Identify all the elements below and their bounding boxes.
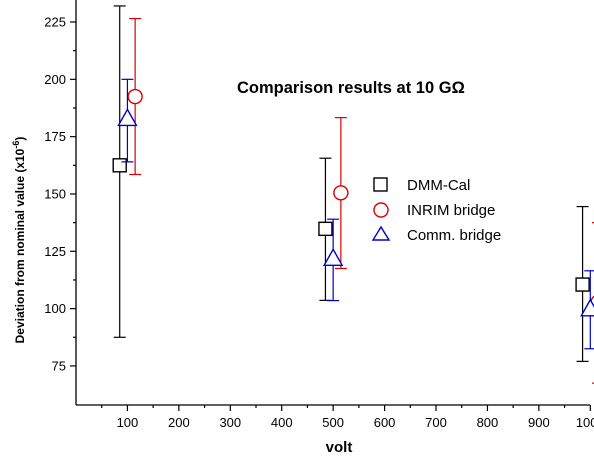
- x-ticks: 100 200 300 400 500 600 700 800 900 1000: [101, 405, 594, 430]
- legend-marker-triangle: [371, 225, 391, 241]
- y-axis-title-exponent: -6: [11, 141, 21, 149]
- data-point-triangle: [580, 298, 594, 317]
- y-ticks: 75 100 125 150 175 200 225: [44, 15, 76, 373]
- y-tick-label: 100: [44, 301, 66, 316]
- series-layer: [112, 5, 594, 384]
- series-comm-bridge: [117, 78, 594, 350]
- data-point-circle: [127, 88, 143, 105]
- series-dmm-cal: [112, 5, 590, 362]
- x-tick-label: 400: [271, 415, 293, 430]
- y-tick-label: 75: [52, 358, 66, 373]
- data-point-triangle: [117, 108, 138, 127]
- legend-marker-square: [373, 177, 388, 192]
- x-tick-label: 500: [322, 415, 344, 430]
- x-tick-label: 800: [477, 415, 499, 430]
- y-axis-title-main: Deviation from nominal value (x10: [13, 148, 27, 343]
- y-tick-label: 200: [44, 72, 66, 87]
- y-tick-label: 175: [44, 129, 66, 144]
- series-inrim-bridge: [127, 17, 594, 384]
- x-tick-label: 200: [168, 415, 190, 430]
- legend-label-comm-bridge: Comm. bridge: [407, 227, 501, 244]
- data-point-square: [112, 158, 127, 173]
- legend-label-dmm-cal: DMM-Cal: [407, 177, 470, 194]
- chart-title: Comparison results at 10 GΩ: [237, 79, 465, 97]
- y-tick-label: 125: [44, 244, 66, 259]
- legend: DMM-Cal INRIM bridge Comm. bridge: [371, 177, 501, 244]
- legend-label-inrim-bridge: INRIM bridge: [407, 202, 495, 219]
- data-point-circle: [333, 185, 349, 201]
- legend-item-comm-bridge: Comm. bridge: [371, 225, 501, 244]
- x-tick-label: 1000: [576, 415, 594, 430]
- x-tick-label: 600: [374, 415, 396, 430]
- x-tick-label: 900: [528, 415, 550, 430]
- data-point-square: [318, 221, 333, 237]
- axes: [75, 0, 590, 406]
- x-tick-label: 700: [425, 415, 447, 430]
- data-point-triangle: [322, 247, 344, 267]
- x-axis-title: volt: [326, 439, 353, 456]
- y-tick-label: 225: [44, 15, 66, 30]
- data-point-square: [575, 277, 590, 292]
- x-tick-label: 300: [219, 415, 241, 430]
- y-axis-title-close: ): [13, 137, 27, 141]
- y-axis-title: Deviation from nominal value (x10-6): [11, 137, 27, 344]
- legend-item-dmm-cal: DMM-Cal: [373, 177, 470, 194]
- y-tick-label: 150: [44, 186, 66, 201]
- legend-item-inrim-bridge: INRIM bridge: [373, 202, 495, 219]
- legend-marker-circle: [373, 202, 389, 218]
- x-tick-label: 100: [117, 415, 139, 430]
